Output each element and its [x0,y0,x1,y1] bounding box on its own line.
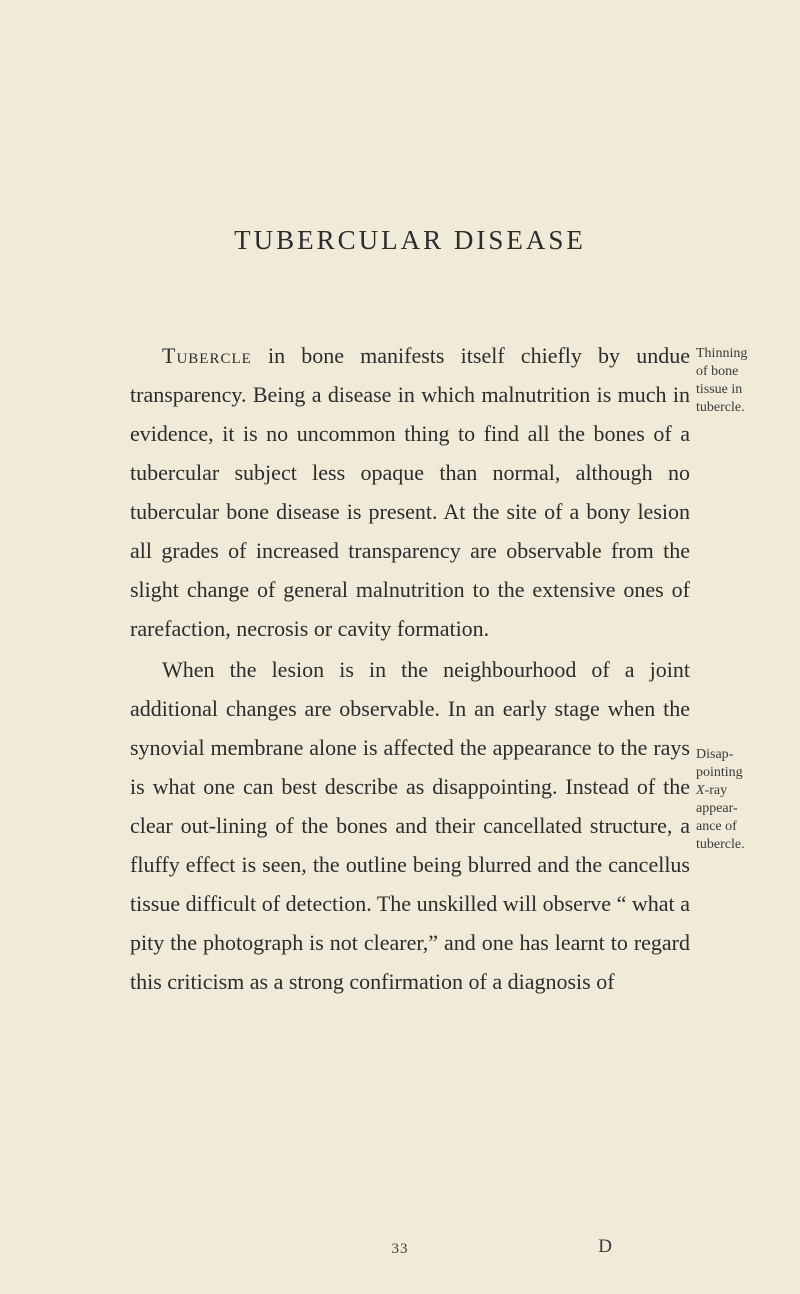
mn2-l1: Disap- [696,747,733,762]
mn1-l1: Thinning [696,346,747,361]
body-text: Tubercle in bone manifests itself chiefl… [130,336,690,1001]
mn1-l2: of bone [696,364,738,379]
lead-word: Tubercle [162,343,252,368]
paragraph-1: Tubercle in bone manifests itself chiefl… [130,336,690,648]
mn2-l4: appear- [696,801,738,816]
page: TUBERCULAR DISEASE Tubercle in bone mani… [0,0,800,1294]
mn2-l6: tubercle. [696,837,745,852]
mn2-l5: ance of [696,819,737,834]
mn2-l2: pointing [696,765,743,780]
mn2-l3a: X [696,783,705,798]
signature-mark: D [598,1236,612,1258]
margin-note-2: Disap- pointing X-ray appear- ance of tu… [696,746,776,854]
paragraph-1-rest: in bone manifests itself chiefly by undu… [130,343,690,641]
mn1-l4: tubercle. [696,400,745,415]
chapter-heading: TUBERCULAR DISEASE [130,225,690,256]
paragraph-2: When the lesion is in the neighbourhood … [130,650,690,1001]
mn2-l3b: -ray [705,783,728,798]
mn1-l3: tissue in [696,382,742,397]
margin-note-1: Thinning of bone tissue in tubercle. [696,345,776,417]
page-number: 33 [392,1241,409,1258]
